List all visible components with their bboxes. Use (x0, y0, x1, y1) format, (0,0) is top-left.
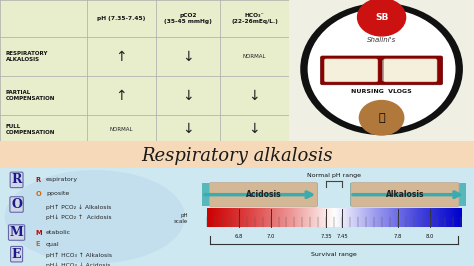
Circle shape (359, 101, 404, 135)
Text: M: M (9, 226, 24, 239)
Text: HCO₃⁻
(22-26mEq/L.): HCO₃⁻ (22-26mEq/L.) (231, 13, 278, 24)
Bar (202, 183, 318, 206)
Text: etabolic: etabolic (46, 230, 71, 235)
Ellipse shape (5, 170, 185, 264)
Text: R: R (36, 177, 41, 183)
Text: O: O (11, 198, 22, 211)
FancyBboxPatch shape (383, 59, 437, 82)
Text: pH↓ HCO₃ ↓ Acidosis: pH↓ HCO₃ ↓ Acidosis (46, 263, 110, 266)
Text: espiratory: espiratory (46, 177, 78, 182)
FancyBboxPatch shape (210, 182, 318, 207)
Text: Survival range: Survival range (311, 252, 357, 257)
Text: ↓: ↓ (182, 89, 194, 102)
Text: ↓: ↓ (182, 122, 194, 136)
Text: NORMAL: NORMAL (109, 127, 133, 132)
Text: 7.35: 7.35 (320, 234, 332, 239)
Text: pH↑ PCO₂ ↓ Alkalosis: pH↑ PCO₂ ↓ Alkalosis (46, 204, 111, 210)
Bar (350, 183, 466, 206)
Text: M: M (36, 230, 42, 235)
Text: ↓: ↓ (182, 50, 194, 64)
Text: RESPIRATORY
ALKALOSIS: RESPIRATORY ALKALOSIS (6, 51, 48, 62)
Text: ↓: ↓ (249, 89, 260, 102)
Text: O: O (36, 191, 41, 197)
Text: qual: qual (46, 242, 60, 247)
Text: pH↓ PCO₂ ↑  Acidosis: pH↓ PCO₂ ↑ Acidosis (46, 215, 111, 221)
FancyBboxPatch shape (351, 182, 459, 207)
Ellipse shape (308, 9, 456, 129)
Text: 7.0: 7.0 (266, 234, 275, 239)
Text: pH↑ HCO₃ ↑ Alkalosis: pH↑ HCO₃ ↑ Alkalosis (46, 253, 112, 258)
Text: pposite: pposite (46, 191, 69, 196)
Text: E: E (36, 241, 40, 247)
Text: FULL
COMPENSATION: FULL COMPENSATION (6, 124, 55, 135)
Text: E: E (12, 248, 21, 261)
Text: 👤: 👤 (378, 113, 385, 123)
Text: 7.45: 7.45 (336, 234, 348, 239)
Text: ↑: ↑ (116, 50, 127, 64)
Ellipse shape (300, 3, 463, 135)
Text: pCO2
(35-45 mmHg): pCO2 (35-45 mmHg) (164, 13, 212, 24)
FancyBboxPatch shape (324, 59, 378, 82)
Text: 8.0: 8.0 (425, 234, 434, 239)
Text: Normal pH range: Normal pH range (307, 173, 361, 178)
Text: Acidosis: Acidosis (246, 190, 281, 199)
Text: R: R (11, 173, 22, 186)
Text: SB: SB (375, 13, 388, 22)
Circle shape (357, 0, 406, 36)
Text: ↑: ↑ (116, 89, 127, 102)
Text: NORMAL: NORMAL (243, 54, 266, 59)
Text: Respiratory alkalosis: Respiratory alkalosis (141, 147, 333, 165)
Text: pH
scale: pH scale (173, 213, 188, 224)
Text: PARTIAL
COMPENSATION: PARTIAL COMPENSATION (6, 90, 55, 101)
FancyBboxPatch shape (320, 56, 443, 85)
Text: pH (7.35-7.45): pH (7.35-7.45) (97, 16, 146, 21)
Text: NURSING  VLOGS: NURSING VLOGS (351, 89, 412, 94)
Text: 6.8: 6.8 (235, 234, 243, 239)
Text: Alkalosis: Alkalosis (386, 190, 424, 199)
Text: Shalini's: Shalini's (367, 37, 396, 43)
Text: 7.8: 7.8 (393, 234, 402, 239)
Text: ↓: ↓ (249, 122, 260, 136)
